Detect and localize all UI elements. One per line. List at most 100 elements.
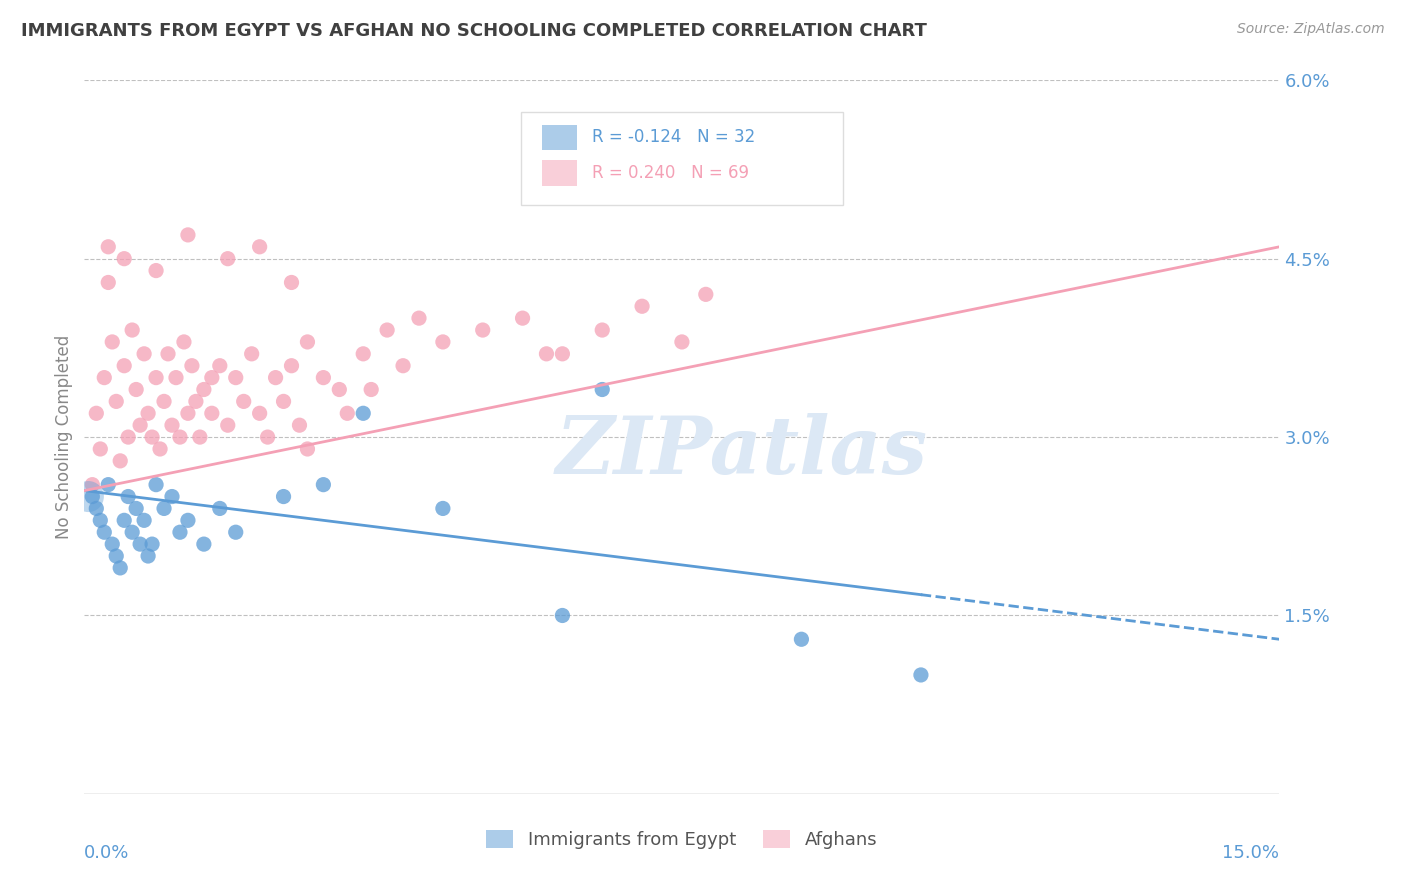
Point — [93, 370, 115, 384]
Point — [217, 252, 239, 266]
Point — [86, 501, 108, 516]
Point — [790, 632, 813, 647]
Point — [132, 347, 156, 361]
Point — [232, 394, 254, 409]
Point — [671, 334, 693, 349]
Point — [312, 370, 335, 384]
Point — [225, 525, 247, 540]
Point — [352, 406, 374, 420]
Point — [217, 418, 239, 433]
Text: 0.0%: 0.0% — [84, 844, 129, 862]
Point — [82, 477, 104, 491]
Point — [125, 501, 148, 516]
Point — [256, 430, 278, 444]
Point — [249, 406, 271, 420]
Point — [129, 418, 152, 433]
Point — [132, 513, 156, 527]
Point — [173, 334, 195, 349]
Point — [273, 394, 295, 409]
Point — [551, 608, 574, 623]
Point — [240, 347, 263, 361]
Point — [145, 263, 167, 277]
Point — [153, 394, 176, 409]
Point — [392, 359, 415, 373]
Point — [141, 430, 163, 444]
Point — [165, 370, 187, 384]
Point — [110, 454, 132, 468]
Point — [86, 406, 108, 420]
Point — [105, 394, 128, 409]
Point — [193, 537, 215, 551]
Text: Source: ZipAtlas.com: Source: ZipAtlas.com — [1237, 22, 1385, 37]
Point — [280, 276, 302, 290]
Point — [551, 347, 574, 361]
Point — [512, 311, 534, 326]
Point — [169, 525, 191, 540]
Point — [225, 370, 247, 384]
Point — [112, 359, 135, 373]
Point — [910, 668, 932, 682]
Point — [249, 240, 271, 254]
Point — [101, 537, 124, 551]
Point — [89, 442, 111, 456]
Point — [360, 383, 382, 397]
FancyBboxPatch shape — [543, 161, 576, 186]
Point — [536, 347, 558, 361]
Point — [97, 240, 120, 254]
Point — [77, 490, 100, 504]
Point — [129, 537, 152, 551]
Point — [97, 477, 120, 491]
Point — [408, 311, 430, 326]
FancyBboxPatch shape — [543, 125, 576, 150]
FancyBboxPatch shape — [520, 112, 844, 205]
Point — [177, 227, 200, 242]
Point — [432, 334, 454, 349]
Point — [280, 359, 302, 373]
Legend: Immigrants from Egypt, Afghans: Immigrants from Egypt, Afghans — [479, 822, 884, 856]
Point — [312, 477, 335, 491]
Point — [631, 299, 654, 313]
Point — [471, 323, 494, 337]
Point — [82, 490, 104, 504]
Point — [136, 406, 159, 420]
Point — [177, 513, 200, 527]
Point — [288, 418, 311, 433]
Point — [297, 334, 319, 349]
Point — [184, 394, 207, 409]
Point — [136, 549, 159, 563]
Point — [145, 370, 167, 384]
Point — [101, 334, 124, 349]
Point — [432, 501, 454, 516]
Point — [328, 383, 350, 397]
Point — [188, 430, 211, 444]
Point — [160, 490, 183, 504]
Text: R = -0.124   N = 32: R = -0.124 N = 32 — [592, 128, 755, 146]
Text: IMMIGRANTS FROM EGYPT VS AFGHAN NO SCHOOLING COMPLETED CORRELATION CHART: IMMIGRANTS FROM EGYPT VS AFGHAN NO SCHOO… — [21, 22, 927, 40]
Point — [177, 406, 200, 420]
Point — [201, 370, 224, 384]
Point — [121, 323, 143, 337]
Point — [169, 430, 191, 444]
Point — [591, 323, 613, 337]
Point — [121, 525, 143, 540]
Point — [125, 383, 148, 397]
Point — [93, 525, 115, 540]
Point — [208, 501, 231, 516]
Point — [297, 442, 319, 456]
Text: R = 0.240   N = 69: R = 0.240 N = 69 — [592, 164, 749, 182]
Point — [591, 383, 613, 397]
Point — [375, 323, 398, 337]
Point — [117, 430, 139, 444]
Text: ZIPatlas: ZIPatlas — [555, 413, 928, 490]
Point — [112, 513, 135, 527]
Y-axis label: No Schooling Completed: No Schooling Completed — [55, 335, 73, 539]
Point — [751, 156, 773, 170]
Point — [201, 406, 224, 420]
Point — [352, 347, 374, 361]
Point — [97, 276, 120, 290]
Point — [160, 418, 183, 433]
Point — [153, 501, 176, 516]
Point — [145, 477, 167, 491]
Point — [208, 359, 231, 373]
Point — [89, 513, 111, 527]
